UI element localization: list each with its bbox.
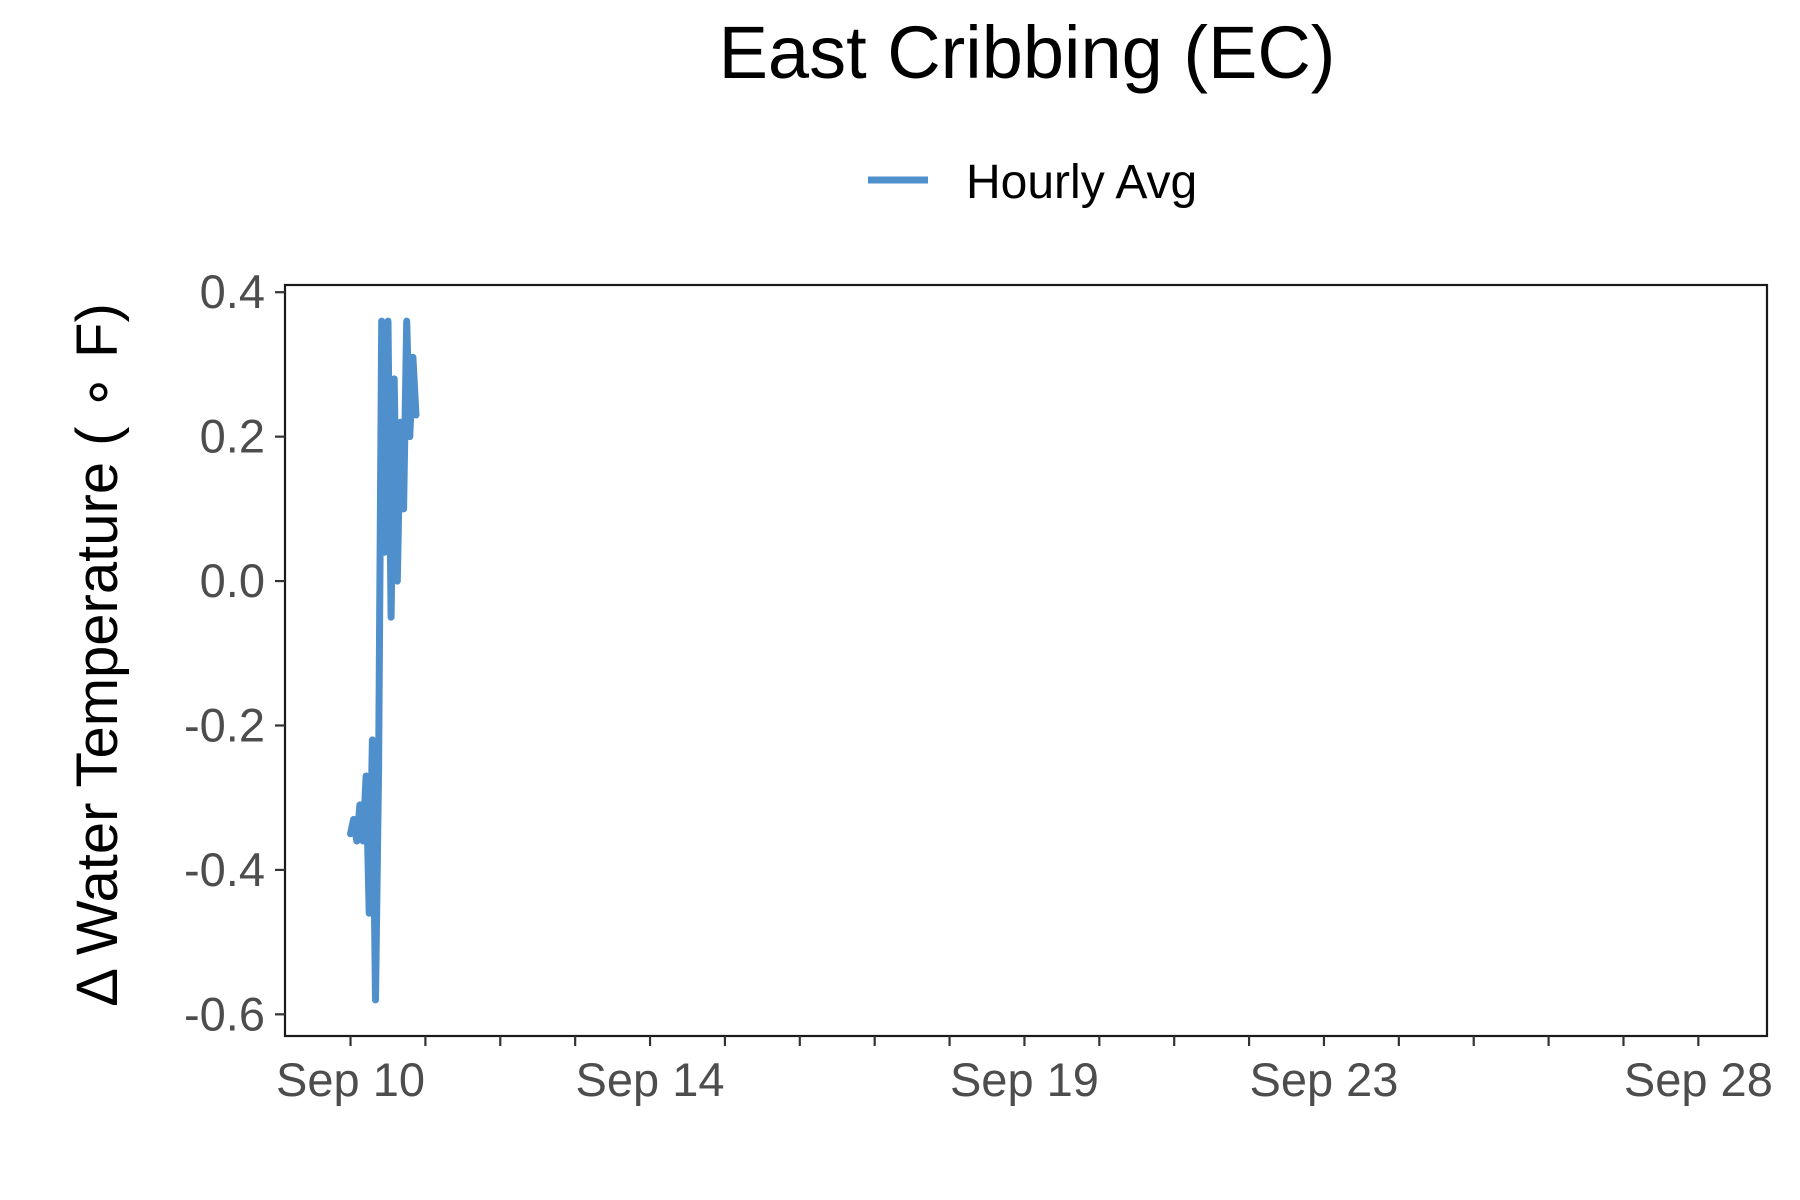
y-axis: 0.4 0.2 0.0 -0.2 -0.4 -0.6	[184, 265, 285, 1040]
x-tick-label: Sep 19	[950, 1053, 1099, 1106]
x-tick-label: Sep 28	[1624, 1053, 1773, 1106]
legend: Hourly Avg	[868, 156, 1197, 209]
y-tick-label: -0.4	[184, 843, 265, 896]
x-tick-label: Sep 23	[1249, 1053, 1398, 1106]
y-axis-title: Δ Water Temperature ( ∘ F)	[65, 303, 130, 1007]
x-axis: Sep 10 Sep 14 Sep 19 Sep 23 Sep 28	[276, 1036, 1773, 1106]
series-layer	[347, 317, 420, 1004]
y-tick-label: 0.4	[200, 265, 265, 318]
y-tick-label: 0.2	[200, 410, 265, 463]
x-tick-label: Sep 14	[576, 1053, 725, 1106]
plot-panel	[283, 283, 1769, 1038]
legend-label-hourly-avg: Hourly Avg	[966, 156, 1197, 209]
chart-title: East Cribbing (EC)	[719, 11, 1336, 94]
series-line-hourly-avg	[347, 317, 420, 1004]
y-tick-label: -0.6	[184, 987, 265, 1040]
y-tick-label: 0.0	[200, 554, 265, 607]
y-tick-label: -0.2	[184, 698, 265, 751]
x-tick-label: Sep 10	[276, 1053, 425, 1106]
